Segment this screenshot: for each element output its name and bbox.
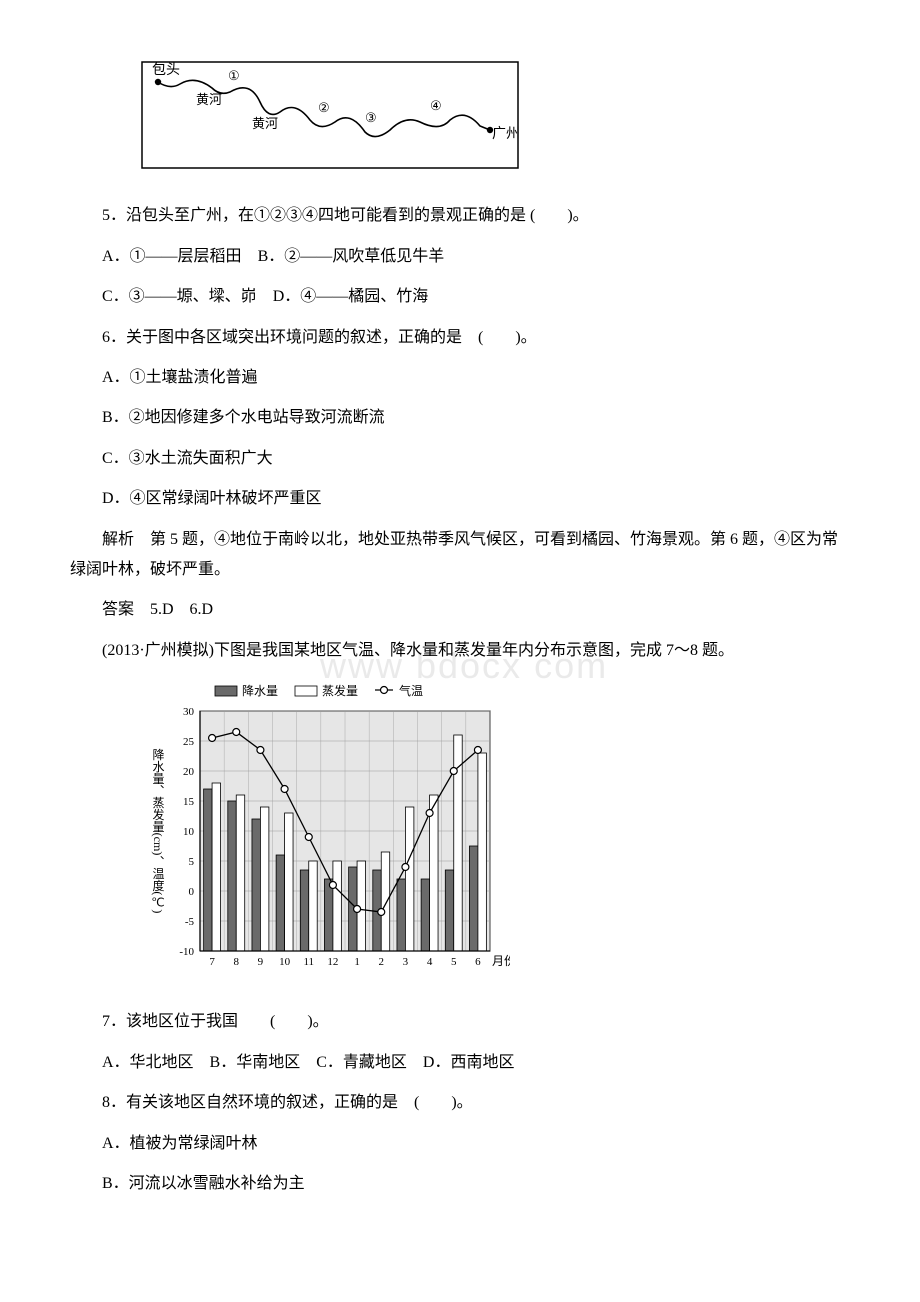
label-n2: ② xyxy=(318,100,330,115)
svg-text:降水量: 降水量 xyxy=(242,684,278,698)
svg-text:25: 25 xyxy=(183,736,195,748)
svg-text:0: 0 xyxy=(189,886,195,898)
svg-text:5: 5 xyxy=(189,856,195,868)
svg-text:9: 9 xyxy=(258,956,264,968)
q6-optD: D．④区常绿阔叶林破坏严重区 xyxy=(70,484,850,514)
intro-78: (2013·广州模拟)下图是我国某地区气温、降水量和蒸发量年内分布示意图，完成 … xyxy=(70,636,850,666)
svg-text:11: 11 xyxy=(303,956,314,968)
svg-text:-10: -10 xyxy=(179,946,194,958)
q5-optD: D．④——橘园、竹海 xyxy=(273,288,429,305)
q6-optA: A．①土壤盐渍化普遍 xyxy=(70,363,850,393)
svg-text:7: 7 xyxy=(209,956,215,968)
label-n3: ③ xyxy=(365,110,377,125)
q5-optB: B．②——风吹草低见牛羊 xyxy=(258,248,445,265)
q5-stem: 5．沿包头至广州，在①②③④四地可能看到的景观正确的是 ( )。 xyxy=(70,201,850,231)
page-wrap: www bdocx com { "watermark": "www bdocx … xyxy=(70,60,850,1199)
svg-text:-5: -5 xyxy=(185,916,195,928)
q6-optB: B．②地因修建多个水电站导致河流断流 xyxy=(70,403,850,433)
label-huanghe2: 黄河 xyxy=(252,116,278,131)
svg-text:10: 10 xyxy=(183,826,195,838)
label-n1: ① xyxy=(228,68,240,83)
q7-stem: 7．该地区位于我国 ( )。 xyxy=(70,1007,850,1037)
label-guangzhou: 广州 xyxy=(492,126,520,142)
svg-text:2: 2 xyxy=(379,956,385,968)
q6-stem: 6．关于图中各区域突出环境问题的叙述，正确的是 ( )。 xyxy=(70,323,850,353)
explanation-56: 解析 第 5 题，④地位于南岭以北，地处亚热带季风气候区，可看到橘园、竹海景观。… xyxy=(70,525,850,586)
label-baotou: 包头 xyxy=(152,62,180,78)
answer-56: 答案 5.D 6.D xyxy=(70,595,850,625)
q5-optC: C．③——塬、墚、峁 xyxy=(102,288,257,305)
q7-opts: A．华北地区 B．华南地区 C．青藏地区 D．西南地区 xyxy=(70,1048,850,1078)
q8-optB: B．河流以冰雪融水补给为主 xyxy=(70,1169,850,1199)
svg-text:蒸发量: 蒸发量 xyxy=(322,683,358,698)
climate-chart: -10-5051015202530789101112123456月份降水量、蒸发… xyxy=(140,681,510,981)
q5-optsAB: A．①——层层稻田 B．②——风吹草低见牛羊 xyxy=(70,242,850,272)
svg-text:10: 10 xyxy=(279,956,291,968)
svg-text:20: 20 xyxy=(183,766,195,778)
svg-text:6: 6 xyxy=(475,956,481,968)
svg-text:5: 5 xyxy=(451,956,457,968)
q6-optC: C．③水土流失面积广大 xyxy=(70,444,850,474)
label-huanghe1: 黄河 xyxy=(196,92,222,107)
svg-text:1: 1 xyxy=(354,956,360,968)
svg-text:月份: 月份 xyxy=(492,954,510,968)
svg-text:降水量、蒸发量(cm)、温度(℃): 降水量、蒸发量(cm)、温度(℃) xyxy=(151,748,165,913)
svg-text:气温: 气温 xyxy=(399,683,423,698)
svg-text:12: 12 xyxy=(327,956,338,968)
svg-text:8: 8 xyxy=(234,956,240,968)
svg-text:30: 30 xyxy=(183,706,195,718)
svg-text:4: 4 xyxy=(427,956,433,968)
q5-optA: A．①——层层稻田 xyxy=(102,248,242,265)
q8-stem: 8．有关该地区自然环境的叙述，正确的是 ( )。 xyxy=(70,1088,850,1118)
q5-optsCD: C．③——塬、墚、峁 D．④——橘园、竹海 xyxy=(70,282,850,312)
svg-text:3: 3 xyxy=(403,956,409,968)
label-n4: ④ xyxy=(430,98,442,113)
svg-text:15: 15 xyxy=(183,796,195,808)
q8-optA: A．植被为常绿阔叶林 xyxy=(70,1129,850,1159)
route-map: 包头 广州 黄河 黄河 ① ② ③ ④ xyxy=(140,60,520,170)
